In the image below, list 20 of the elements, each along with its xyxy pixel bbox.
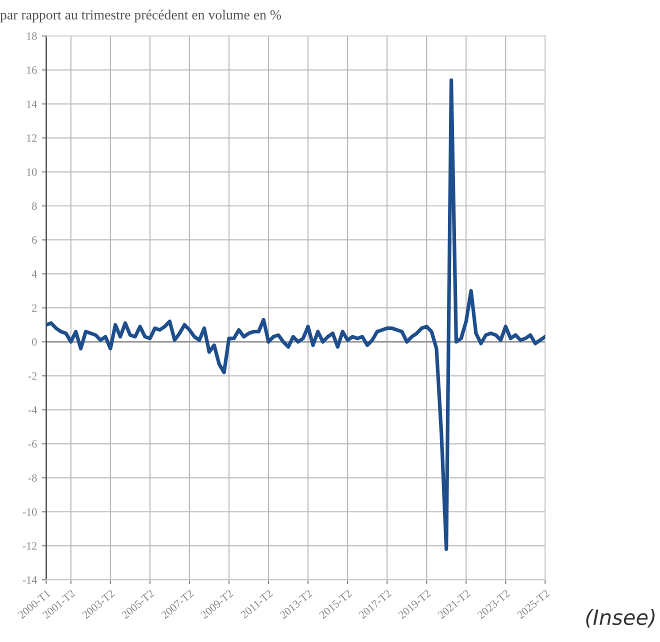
y-tick-label: 12 [27, 134, 37, 142]
text: (Insee) [586, 609, 655, 628]
line-series [46, 78, 546, 551]
y-tick-label: -2 [28, 372, 37, 380]
y-tick-label: -8 [28, 474, 37, 482]
y-tick-label: 14 [27, 100, 37, 108]
y-tick-label: -10 [22, 508, 37, 516]
y-tick-label: -6 [28, 440, 37, 448]
y-tick-label: 8 [32, 202, 37, 210]
y-tick-label: 0 [32, 338, 37, 346]
y-tick-label: 16 [27, 66, 37, 74]
y-tick-label: -4 [28, 406, 37, 414]
chart-title: par rapport au trimestre précédent en volume en % [0, 10, 282, 22]
y-tick-label: -12 [22, 542, 37, 550]
y-tick-label: 2 [32, 304, 37, 312]
y-tick-label: 4 [32, 270, 37, 278]
y-tick-label: 10 [27, 168, 37, 176]
y-tick-label: 18 [27, 32, 37, 40]
y-tick-label: -14 [22, 576, 37, 584]
y-tick-label: 6 [32, 236, 37, 244]
